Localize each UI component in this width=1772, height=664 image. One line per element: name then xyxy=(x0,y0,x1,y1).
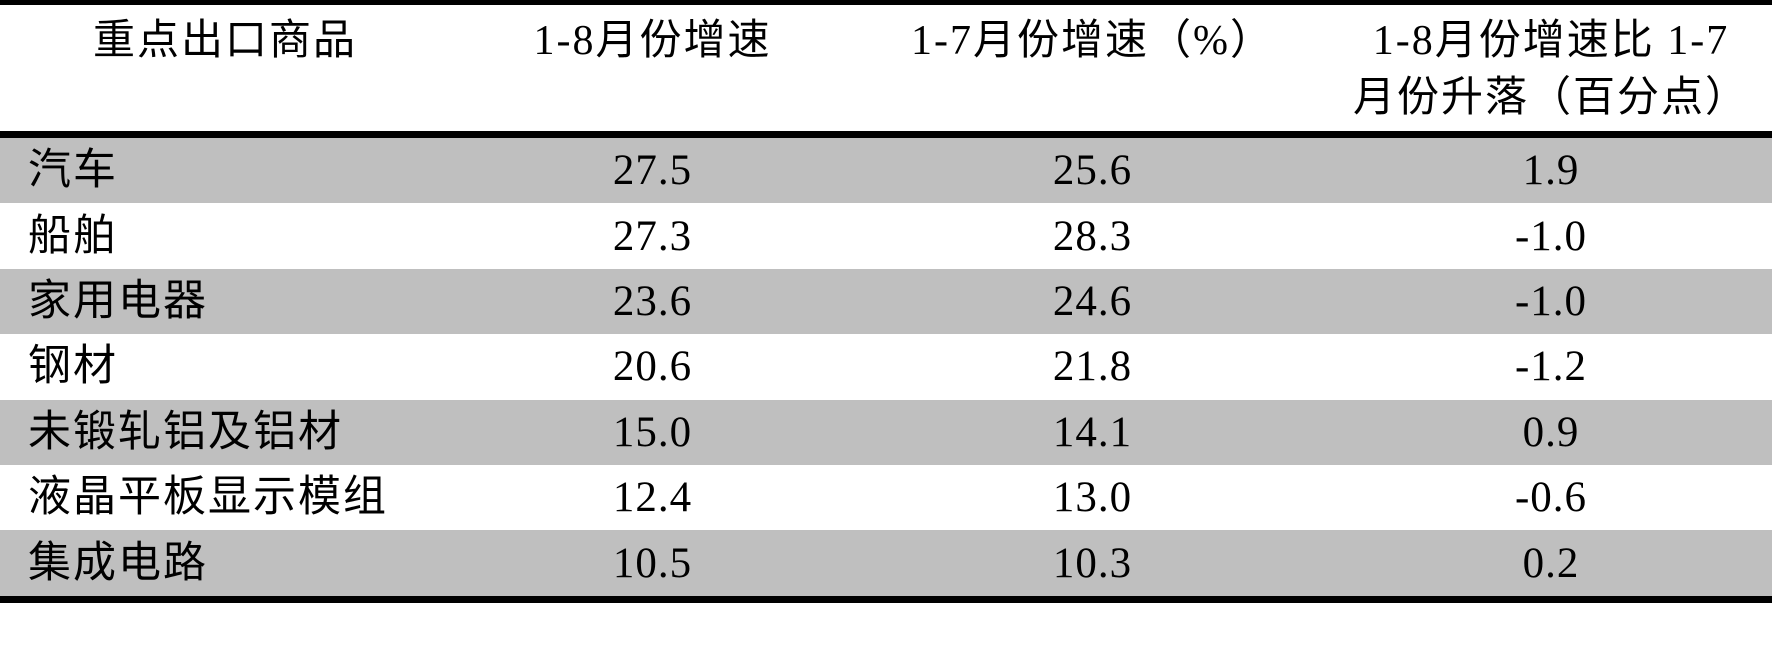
header-separator-rule xyxy=(0,131,1772,138)
cell-change: 0.2 xyxy=(1522,539,1580,587)
cell-growth-1-8: 10.5 xyxy=(612,539,693,587)
cell-product-name: 汽车 xyxy=(28,147,118,195)
table-header-row: 重点出口商品 1-8月份增速 1-7月份增速（%） 1-8月份增速比 1-7 月… xyxy=(0,5,1772,131)
cell-product-name: 家用电器 xyxy=(28,277,208,325)
table-row: 液晶平板显示模组 12.4 13.0 -0.6 xyxy=(0,464,1772,531)
cell-product-name: 液晶平板显示模组 xyxy=(28,474,388,522)
cell-growth-1-7: 10.3 xyxy=(1052,539,1133,587)
cell-growth-1-7: 24.6 xyxy=(1052,277,1133,325)
cell-growth-1-7: 13.0 xyxy=(1052,474,1133,522)
header-product-column: 重点出口商品 xyxy=(92,18,357,64)
cell-growth-1-7: 28.3 xyxy=(1052,212,1133,260)
cell-change: 0.9 xyxy=(1522,408,1580,456)
cell-change: -1.0 xyxy=(1514,212,1588,260)
table-row: 钢材 20.6 21.8 -1.2 xyxy=(0,334,1772,400)
table-row: 家用电器 23.6 24.6 -1.0 xyxy=(0,268,1772,335)
cell-product-name: 集成电路 xyxy=(28,539,208,587)
cell-growth-1-8: 23.6 xyxy=(612,277,693,325)
table-top-border xyxy=(0,0,1772,5)
header-growth-1-7-column: 1-7月份增速（%） xyxy=(911,18,1274,64)
table-row: 汽车 27.5 25.6 1.9 xyxy=(0,138,1772,204)
table-row: 集成电路 10.5 10.3 0.2 xyxy=(0,530,1772,596)
bottom-whitespace xyxy=(0,602,1772,664)
cell-growth-1-7: 21.8 xyxy=(1052,343,1133,391)
header-growth-1-8-column: 1-8月份增速 xyxy=(533,18,772,64)
table-body: 汽车 27.5 25.6 1.9 船舶 27.3 28.3 -1.0 家用电器 … xyxy=(0,138,1772,596)
cell-change: -1.0 xyxy=(1514,277,1588,325)
table-row: 未锻轧铝及铝材 15.0 14.1 0.9 xyxy=(0,399,1772,465)
cell-change: 1.9 xyxy=(1522,147,1580,195)
cell-change: -1.2 xyxy=(1514,343,1588,391)
cell-growth-1-7: 25.6 xyxy=(1052,147,1133,195)
cell-growth-1-8: 27.3 xyxy=(612,212,693,260)
cell-growth-1-8: 20.6 xyxy=(612,343,693,391)
cell-growth-1-7: 14.1 xyxy=(1052,408,1133,456)
header-change-line2: 月份升落（百分点） xyxy=(1352,75,1749,121)
cell-growth-1-8: 12.4 xyxy=(612,474,693,522)
table-bottom-border xyxy=(0,595,1772,603)
table-row: 船舶 27.3 28.3 -1.0 xyxy=(0,203,1772,269)
cell-product-name: 钢材 xyxy=(28,343,118,391)
header-change-column: 1-8月份增速比 1-7 月份升落（百分点） xyxy=(1330,13,1772,131)
cell-product-name: 未锻轧铝及铝材 xyxy=(28,408,343,456)
cell-product-name: 船舶 xyxy=(28,212,118,260)
cell-growth-1-8: 27.5 xyxy=(612,147,693,195)
cell-change: -0.6 xyxy=(1514,474,1588,522)
cell-growth-1-8: 15.0 xyxy=(612,408,693,456)
header-change-line1: 1-8月份增速比 1-7 xyxy=(1372,18,1730,64)
